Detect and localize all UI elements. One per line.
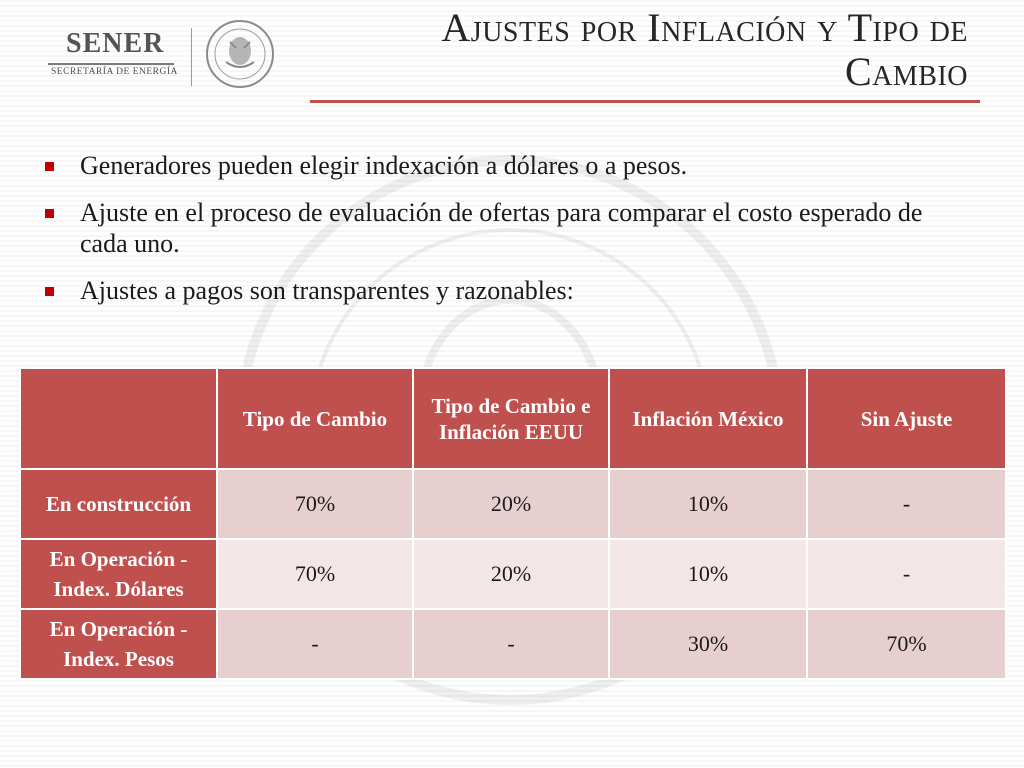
table-row: En Operación - Index. Pesos - - 30% 70%: [19, 608, 1007, 680]
table-cell: 70%: [216, 538, 414, 610]
bullet-square-icon: [45, 287, 54, 296]
row-header: En Operación - Index. Dólares: [19, 538, 218, 610]
row-header: En Operación - Index. Pesos: [19, 608, 218, 680]
logo-subtitle: SECRETARÍA DE ENERGÍA: [51, 67, 178, 77]
bullet-item: Ajuste en el proceso de evaluación de of…: [40, 197, 970, 259]
mexican-seal-icon: [206, 20, 274, 88]
table-cell: 30%: [608, 608, 808, 680]
title-underline: [310, 100, 980, 103]
table-cell: 70%: [216, 468, 414, 540]
logo-divider: [191, 28, 192, 86]
table-cell: 20%: [412, 538, 610, 610]
page-title: Ajustes por Inflación y Tipo de Cambio: [441, 5, 968, 94]
logo-rule: [48, 63, 174, 65]
row-header: En construcción: [19, 468, 218, 540]
column-header: Sin Ajuste: [806, 367, 1007, 470]
table-cell: -: [412, 608, 610, 680]
table-cell: -: [806, 538, 1007, 610]
column-header: Tipo de Cambio: [216, 367, 414, 470]
bullet-text: Generadores pueden elegir indexación a d…: [80, 151, 688, 180]
table-cell: -: [216, 608, 414, 680]
table-row: En construcción 70% 20% 10% -: [19, 468, 1007, 540]
column-header: Tipo de Cambio e Inflación EEUU: [412, 367, 610, 470]
bullet-text: Ajuste en el proceso de evaluación de of…: [80, 198, 923, 258]
adjustment-table: Tipo de Cambio Tipo de Cambio e Inflació…: [19, 367, 1007, 680]
table-header-row: Tipo de Cambio Tipo de Cambio e Inflació…: [19, 367, 1007, 470]
logo-name: SENER: [66, 28, 165, 59]
table-cell: 10%: [608, 468, 808, 540]
table-cell: 20%: [412, 468, 610, 540]
bullet-item: Generadores pueden elegir indexación a d…: [40, 150, 970, 181]
bullet-item: Ajustes a pagos son transparentes y razo…: [40, 275, 970, 306]
bullet-square-icon: [45, 162, 54, 171]
bullet-text: Ajustes a pagos son transparentes y razo…: [80, 276, 574, 305]
table-row: En Operación - Index. Dólares 70% 20% 10…: [19, 538, 1007, 610]
bullet-square-icon: [45, 209, 54, 218]
sener-logo: SENER SECRETARÍA DE ENERGÍA: [48, 28, 178, 80]
bullet-list: Generadores pueden elegir indexación a d…: [40, 150, 970, 322]
table-corner-cell: [19, 367, 218, 470]
column-header: Inflación México: [608, 367, 808, 470]
table-cell: 70%: [806, 608, 1007, 680]
table-cell: -: [806, 468, 1007, 540]
table-cell: 10%: [608, 538, 808, 610]
